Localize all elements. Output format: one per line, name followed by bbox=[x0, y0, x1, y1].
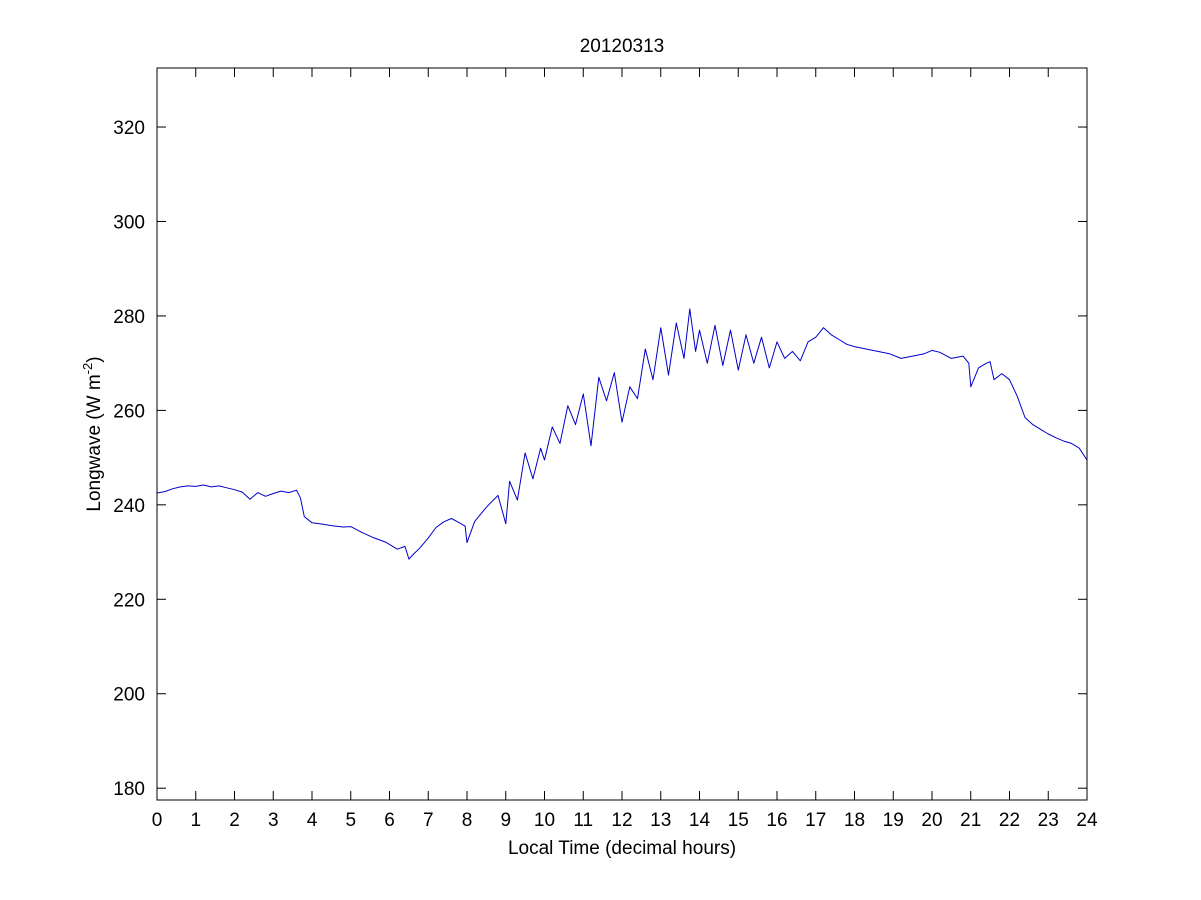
x-tick-label: 3 bbox=[268, 810, 279, 831]
x-tick-label: 0 bbox=[152, 810, 163, 831]
y-axis-label-text: Longwave (W m bbox=[84, 374, 105, 511]
x-tick-label: 16 bbox=[766, 810, 787, 831]
x-tick-label: 19 bbox=[883, 810, 904, 831]
x-tick-label: 6 bbox=[384, 810, 395, 831]
x-tick-label: 9 bbox=[500, 810, 511, 831]
y-tick-label: 280 bbox=[113, 307, 145, 328]
x-tick-label: 13 bbox=[650, 810, 671, 831]
x-tick-label: 14 bbox=[689, 810, 711, 831]
y-tick-label: 220 bbox=[113, 590, 145, 611]
x-tick-label: 21 bbox=[960, 810, 981, 831]
x-tick-label: 8 bbox=[462, 810, 473, 831]
x-tick-label: 10 bbox=[534, 810, 555, 831]
y-tick-label: 260 bbox=[113, 401, 145, 422]
x-tick-label: 17 bbox=[805, 810, 826, 831]
plot-frame bbox=[156, 67, 1088, 801]
x-tick-label: 1 bbox=[190, 810, 201, 831]
y-axis-label: Longwave (W m-2) bbox=[80, 356, 105, 511]
x-tick-label: 18 bbox=[844, 810, 865, 831]
x-tick-label: 15 bbox=[728, 810, 749, 831]
data-layer bbox=[156, 308, 1088, 560]
y-tick-label: 240 bbox=[113, 496, 145, 517]
x-tick-label: 23 bbox=[1038, 810, 1059, 831]
chart-title: 20120313 bbox=[580, 36, 665, 57]
y-tick-label: 180 bbox=[113, 779, 145, 800]
y-axis-label-suffix: ) bbox=[84, 356, 105, 362]
x-tick-label: 2 bbox=[229, 810, 240, 831]
x-tick-label: 20 bbox=[921, 810, 942, 831]
x-tick-label: 11 bbox=[573, 810, 593, 831]
x-tick-label: 22 bbox=[999, 810, 1020, 831]
x-tick-label: 12 bbox=[611, 810, 632, 831]
x-tick-label: 5 bbox=[345, 810, 356, 831]
y-tick-label: 300 bbox=[113, 212, 145, 233]
x-axis-label: Local Time (decimal hours) bbox=[508, 838, 736, 859]
y-axis-label-superscript: -2 bbox=[80, 363, 95, 375]
x-tick-label: 4 bbox=[307, 810, 318, 831]
plot-area bbox=[157, 68, 1087, 800]
x-tick-label: 7 bbox=[423, 810, 434, 831]
y-tick-label: 320 bbox=[113, 118, 145, 139]
series-line bbox=[156, 308, 1088, 560]
x-tick-label: 24 bbox=[1076, 810, 1098, 831]
y-tick-label: 200 bbox=[113, 685, 145, 706]
